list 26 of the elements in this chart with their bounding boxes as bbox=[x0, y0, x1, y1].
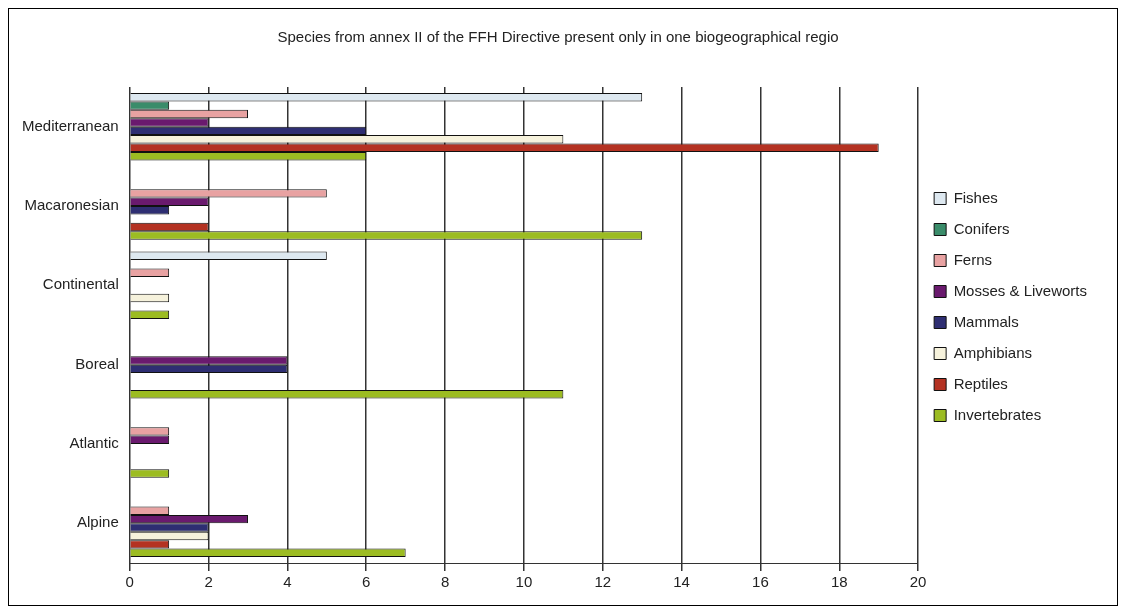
y-tick-label: Macaronesian bbox=[24, 196, 119, 214]
x-tick-label: 8 bbox=[440, 573, 450, 591]
legend-label: Fishes bbox=[953, 188, 998, 206]
x-tick-label: 18 bbox=[830, 573, 848, 591]
x-tick-label: 6 bbox=[362, 573, 371, 591]
legend-label: Ferns bbox=[953, 250, 992, 268]
x-tick-label: 2 bbox=[204, 573, 213, 591]
legend-label: Mosses & Liveworts bbox=[953, 281, 1087, 299]
x-tick-label: 14 bbox=[673, 573, 690, 591]
x-tick-label: 16 bbox=[752, 573, 769, 591]
y-tick-label: Boreal bbox=[75, 354, 119, 372]
legend-label: Conifers bbox=[953, 219, 1010, 237]
y-tick-label: Continental bbox=[42, 275, 119, 293]
legend-label: Invertebrates bbox=[953, 405, 1042, 423]
legend-label: Reptiles bbox=[953, 374, 1008, 392]
y-tick-label: Atlantic bbox=[69, 434, 120, 452]
x-tick-label: 12 bbox=[594, 573, 612, 591]
x-tick-label: 10 bbox=[515, 573, 533, 591]
x-tick-label: 0 bbox=[125, 573, 134, 591]
legend-label: Mammals bbox=[953, 312, 1019, 330]
y-tick-label: Mediterranean bbox=[21, 116, 119, 134]
x-tick-label: 4 bbox=[283, 573, 292, 591]
x-tick-label: 20 bbox=[909, 573, 927, 591]
legend-label: Amphibians bbox=[953, 343, 1033, 361]
y-tick-label: Alpine bbox=[77, 513, 119, 531]
chart-title: Species from annex II of the FFH Directive present only in one biogeographical regio bbox=[277, 28, 839, 46]
